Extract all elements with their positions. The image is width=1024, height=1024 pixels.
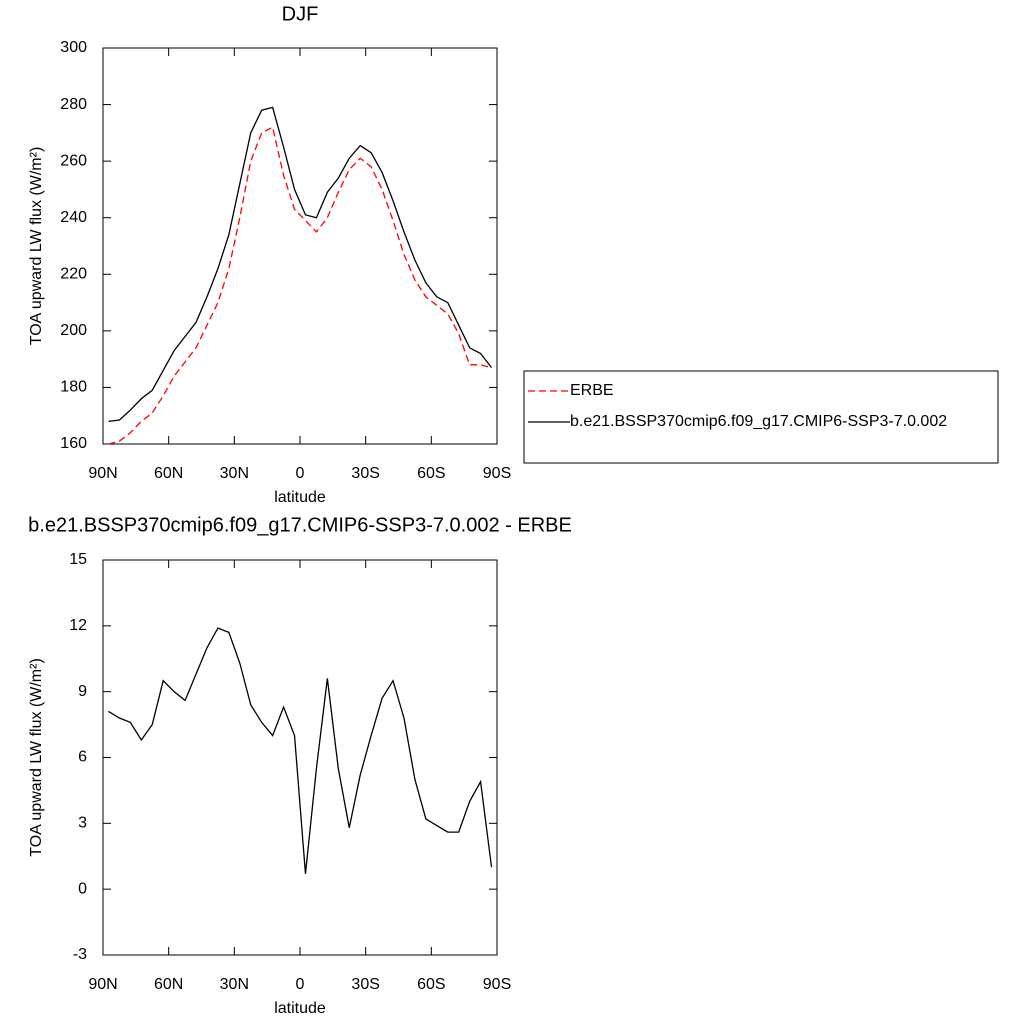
plot-frame (102, 559, 498, 956)
x-tick-label: 60S (417, 976, 445, 993)
y-tick-label: 6 (78, 749, 87, 766)
y-tick-label: 0 (78, 880, 87, 897)
y-tick-label: 12 (69, 617, 87, 634)
y-tick-label: 9 (78, 683, 87, 700)
y-tick-label: 300 (60, 39, 87, 56)
data-line (108, 627, 493, 874)
x-tick-label: 90S (483, 976, 511, 993)
y-tick-label: 200 (60, 322, 87, 339)
x-tick-label: 90S (483, 465, 511, 482)
x-tick-label: 60N (154, 976, 183, 993)
y-tick-label: 180 (60, 379, 87, 396)
x-tick-label: 60S (417, 465, 445, 482)
legend-label: ERBE (570, 382, 614, 399)
y-tick-label: 260 (60, 152, 87, 169)
y-axis-label: TOA upward LW flux (W/m²) (28, 147, 45, 346)
y-tick-label: 240 (60, 209, 87, 226)
chart-title: b.e21.BSSP370cmip6.f09_g17.CMIP6-SSP3-7.… (28, 514, 572, 536)
data-line (108, 126, 492, 445)
plot-frame (102, 47, 498, 445)
y-axis-label: TOA upward LW flux (W/m²) (28, 658, 45, 857)
x-tick-label: 30N (220, 976, 249, 993)
y-tick-label: 3 (78, 815, 87, 832)
x-tick-label: 0 (296, 465, 305, 482)
x-axis-label: latitude (274, 1000, 326, 1017)
x-tick-label: 90N (88, 976, 117, 993)
y-tick-label: 280 (60, 96, 87, 113)
x-tick-label: 60N (154, 465, 183, 482)
y-tick-label: 15 (69, 551, 87, 568)
x-axis-label: latitude (274, 489, 326, 506)
y-tick-label: -3 (73, 946, 87, 963)
x-tick-label: 30S (351, 976, 379, 993)
x-tick-label: 0 (296, 976, 305, 993)
legend-box (523, 370, 999, 464)
x-tick-label: 30S (351, 465, 379, 482)
x-tick-label: 30N (220, 465, 249, 482)
y-tick-label: 220 (60, 266, 87, 283)
x-tick-label: 90N (88, 465, 117, 482)
y-tick-label: 160 (60, 435, 87, 452)
legend-label: b.e21.BSSP370cmip6.f09_g17.CMIP6-SSP3-7.… (570, 413, 947, 430)
chart-title: DJF (282, 3, 319, 25)
data-line (108, 106, 493, 423)
